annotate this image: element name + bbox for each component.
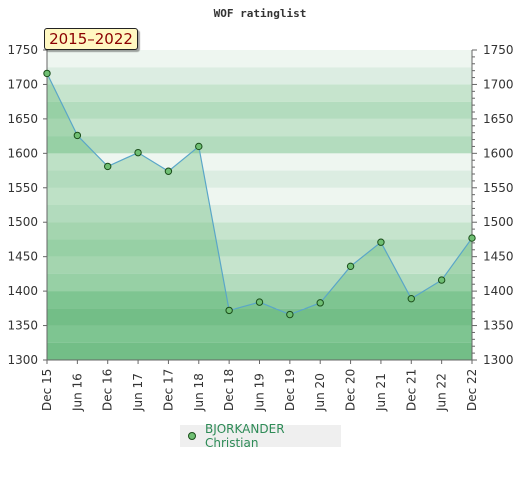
grid-band: [47, 67, 472, 85]
y-tick-label-left: 1500: [7, 215, 38, 229]
x-tick-label: Dec 21: [404, 369, 418, 411]
x-tick-label: Jun 19: [253, 373, 267, 412]
grid-band: [47, 187, 472, 205]
data-point[interactable]: [468, 234, 476, 242]
y-tick-label-left: 1650: [7, 112, 38, 126]
y-tick-label-left: 1400: [7, 284, 38, 298]
x-tick-label: Dec 19: [283, 369, 297, 411]
x-tick-label: Dec 15: [40, 369, 54, 411]
legend-marker-icon: [188, 432, 196, 440]
data-point[interactable]: [225, 306, 233, 315]
grid-band: [47, 170, 472, 188]
data-point[interactable]: [437, 276, 446, 284]
y-tick-label-right: 1700: [483, 77, 514, 91]
y-tick-label-right: 1750: [483, 43, 514, 57]
x-tick-label: Jun 21: [374, 373, 388, 412]
date-range-badge: 2015–2022: [44, 28, 138, 50]
x-tick-label: Jun 22: [435, 373, 449, 412]
y-tick-label-right: 1550: [483, 181, 514, 195]
data-point[interactable]: [377, 238, 385, 246]
series-area: [47, 73, 472, 360]
legend[interactable]: BJORKANDER Christian: [180, 422, 341, 450]
x-tick-label: Dec 16: [101, 369, 115, 411]
data-point[interactable]: [164, 167, 173, 175]
data-point[interactable]: [104, 162, 112, 171]
grid-band: [47, 308, 472, 326]
data-point[interactable]: [195, 142, 203, 151]
y-tick-label-right: 1600: [483, 146, 514, 160]
grid-band: [47, 101, 472, 119]
grid-band: [47, 239, 472, 257]
data-point[interactable]: [134, 148, 142, 157]
data-point[interactable]: [407, 294, 415, 303]
data-point[interactable]: [286, 310, 294, 319]
grid-band: [47, 50, 472, 68]
grid-band: [47, 273, 472, 292]
grid-band: [47, 342, 472, 360]
y-tick-label-left: 1750: [7, 43, 38, 57]
x-tick-label: Jun 18: [192, 373, 206, 412]
grid-band: [47, 256, 472, 274]
grid-band: [47, 118, 472, 137]
grid-band: [47, 205, 472, 223]
y-tick-label-right: 1500: [483, 215, 514, 229]
y-tick-label-right: 1650: [483, 112, 514, 126]
x-tick-label: Dec 17: [161, 369, 175, 411]
chart-title: WOF ratinglist: [214, 7, 307, 20]
grid-band: [47, 153, 472, 171]
legend-label: BJORKANDER Christian: [204, 422, 285, 450]
y-tick-label-right: 1450: [483, 250, 514, 264]
x-tick-label: Jun 16: [70, 373, 84, 412]
x-tick-label: Dec 20: [344, 369, 358, 411]
y-tick-label-right: 1350: [483, 319, 514, 333]
x-tick-label: Jun 20: [313, 373, 327, 412]
x-tick-label: Jun 17: [131, 373, 145, 412]
y-tick-label-left: 1450: [7, 250, 38, 264]
grid-band: [47, 222, 472, 240]
data-point[interactable]: [316, 299, 324, 307]
y-tick-label-left: 1600: [7, 146, 38, 160]
data-point[interactable]: [43, 69, 51, 78]
y-tick-label-left: 1300: [7, 353, 38, 367]
data-point[interactable]: [73, 131, 82, 140]
y-tick-label-right: 1400: [483, 284, 514, 298]
x-tick-label: Dec 22: [465, 369, 479, 411]
y-tick-label-left: 1350: [7, 319, 38, 333]
y-tick-label-right: 1300: [483, 353, 514, 367]
grid-band: [47, 136, 472, 154]
data-point[interactable]: [255, 298, 264, 306]
data-point[interactable]: [346, 262, 355, 271]
x-tick-label: Dec 18: [222, 369, 236, 411]
grid-band: [47, 84, 472, 102]
y-tick-label-left: 1700: [7, 77, 38, 91]
grid-band: [47, 325, 472, 343]
y-tick-label-left: 1550: [7, 181, 38, 195]
